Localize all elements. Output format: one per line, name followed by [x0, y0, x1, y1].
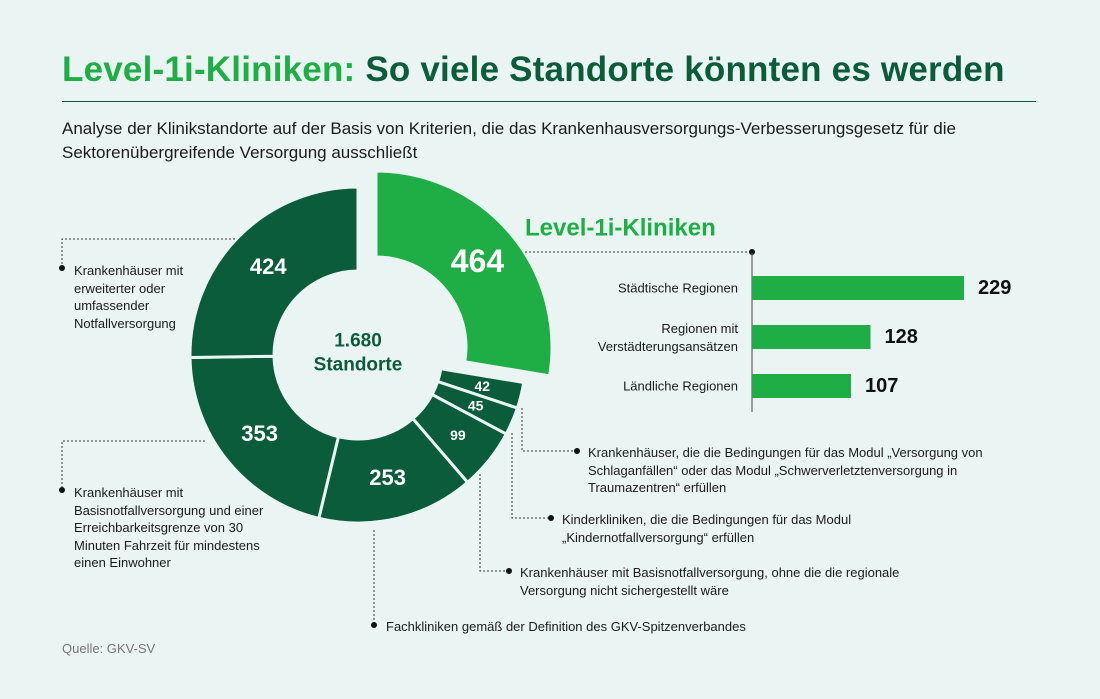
- donut-label-45: 45: [468, 398, 484, 414]
- donut-label-424: 424: [250, 254, 287, 279]
- donut-slice-424: [188, 185, 360, 360]
- title-divider: [62, 101, 1036, 102]
- bar-1: [752, 276, 964, 300]
- donut-slice-464: [374, 169, 554, 378]
- bar-2: [752, 325, 871, 349]
- leader-99-dot: [506, 568, 512, 574]
- donut-slice-group-253: 253: [316, 416, 470, 525]
- donut-label-353: 353: [241, 421, 278, 446]
- leader-45-dot: [548, 515, 554, 521]
- title-rest: So viele Standorte könnten es werden: [365, 50, 1005, 89]
- bar-value-1: 229: [978, 277, 1011, 299]
- bar-category-1: Städtische Regionen: [618, 281, 738, 296]
- title-highlight: Level-1i-Kliniken:: [62, 50, 356, 89]
- bar-value-3: 107: [865, 375, 898, 397]
- leader-424-dot: [59, 265, 65, 271]
- donut-center-label: Standorte: [314, 355, 403, 376]
- page-title: Level-1i-Kliniken: So viele Standorte kö…: [62, 50, 1005, 90]
- leader-99-line: [479, 474, 509, 572]
- leader-353-dot: [59, 487, 65, 493]
- donut-slice-353: [188, 354, 341, 521]
- donut-slice-group-464: 464: [374, 169, 554, 378]
- leader-42-line: [521, 408, 577, 452]
- leader-424-line: [61, 238, 235, 268]
- note-424: Krankenhäuser mit erweiterter oder umfas…: [74, 263, 184, 331]
- note-42: Krankenhäuser, die die Bedingungen für d…: [588, 445, 983, 495]
- bar-value-2: 128: [884, 326, 917, 348]
- bar-chart-title: Level-1i-Kliniken: [525, 215, 716, 242]
- note-99: Krankenhäuser mit Basisnotfallversorgung…: [520, 565, 900, 598]
- note-353: Krankenhäuser mit Basisnotfallversorgung…: [74, 485, 264, 570]
- donut-slice-group-353: 353: [188, 354, 341, 521]
- donut-label-99: 99: [450, 427, 466, 443]
- note-253: Fachkliniken gemäß der Definition des GK…: [386, 619, 746, 634]
- donut-label-42: 42: [474, 378, 490, 394]
- bar-3: [752, 374, 852, 398]
- leader-42-dot: [574, 448, 580, 454]
- bar-category-2: Regionen mit Verstädterungsansätzen: [598, 321, 739, 354]
- donut-label-464: 464: [451, 243, 505, 279]
- leader-45-line: [511, 433, 551, 519]
- donut-slice-group-424: 424: [188, 185, 360, 360]
- note-45: Kinderkliniken, die die Bedingungen für …: [562, 512, 852, 545]
- source-note: Quelle: GKV-SV: [62, 641, 156, 656]
- donut-center-value: 1.680: [334, 331, 382, 352]
- leader-253-dot: [371, 622, 377, 628]
- bar-category-3: Ländliche Regionen: [623, 379, 738, 394]
- donut-label-253: 253: [369, 465, 406, 490]
- subtitle: Analyse der Klinikstandorte auf der Basi…: [62, 119, 956, 162]
- leader-353-line: [61, 440, 205, 490]
